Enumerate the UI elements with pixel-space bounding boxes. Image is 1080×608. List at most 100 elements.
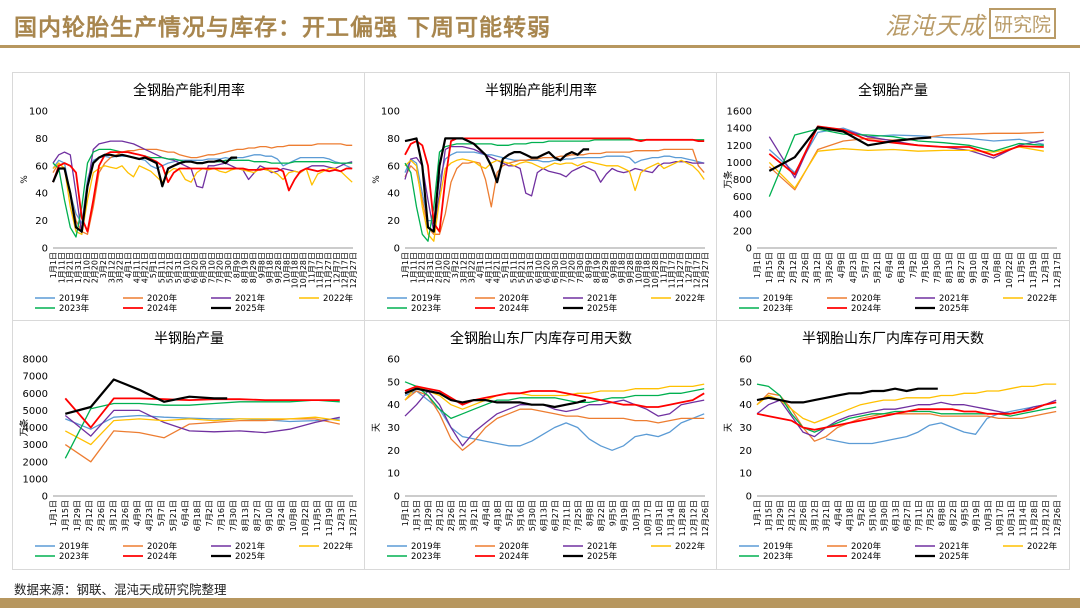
chart-2-legend-label-0: 2019年 xyxy=(411,293,442,304)
chart-5-legend-label-0: 2019年 xyxy=(411,541,442,552)
chart-1-legend-label-3: 2022年 xyxy=(323,293,354,304)
chart-3-legend-label-1: 2020年 xyxy=(851,293,882,304)
chart-3-ytick-1: 200 xyxy=(733,226,752,237)
chart-2-legend-label-6: 2025年 xyxy=(587,303,618,314)
brand-logo: 混沌天成 研究院 xyxy=(885,6,1056,40)
chart-2-legend-label-1: 2020年 xyxy=(499,293,530,304)
chart-6-ytick-2: 20 xyxy=(739,446,752,457)
chart-4-xtick-14: 7月16日 xyxy=(217,500,226,531)
chart-5-legend-label-5: 2024年 xyxy=(499,551,530,562)
chart-4-xtick-15: 7月30日 xyxy=(229,500,238,531)
chart-1-ytick-5: 100 xyxy=(29,107,48,118)
chart-6-xtick-20: 10月3日 xyxy=(984,500,993,531)
chart-5-xtick-18: 9月5日 xyxy=(609,500,618,526)
chart-1-xtick-9: 4月1日 xyxy=(124,252,133,278)
chart-1-xtick-25: 9月8日 xyxy=(257,252,266,278)
chart-2-xtick-34: 12月7日 xyxy=(684,252,693,283)
chart-6-series-2025年 xyxy=(756,387,938,404)
chart-6-ytick-3: 30 xyxy=(739,423,752,434)
chart-2-xtick-18: 6月30日 xyxy=(551,252,560,283)
chart-4-xtick-25: 12月17日 xyxy=(349,500,358,536)
chart-4-ytick-6: 6000 xyxy=(23,389,48,400)
chart-panel-3: 全钢胎产量 0 200 400 600 800 1000 1200 1400 1600 万条 1月1日… xyxy=(716,72,1070,322)
chart-4-xtick-10: 5月21日 xyxy=(169,500,178,531)
chart-3-xtick-7: 4月9日 xyxy=(837,252,846,278)
chart-3-xtick-11: 6月4日 xyxy=(885,252,894,278)
chart-svg-4: 半钢胎产量 0 1000 2000 3000 4000 5000 6000 7000 8000 万条… xyxy=(18,331,358,562)
chart-2-legend-label-3: 2022年 xyxy=(675,293,706,304)
chart-3-ytick-7: 1400 xyxy=(727,124,752,135)
chart-1-xtick-18: 6月30日 xyxy=(199,252,208,283)
chart-6-series-2024年 xyxy=(756,401,1057,431)
chart-4-xtick-21: 10月22日 xyxy=(301,500,310,536)
chart-1-xtick-16: 6月10日 xyxy=(182,252,191,283)
chart-2-xtick-32: 11月17日 xyxy=(668,252,677,288)
chart-2-xtick-3: 1月31日 xyxy=(426,252,435,283)
chart-2-xtick-25: 9月8日 xyxy=(609,252,618,278)
chart-5-series-2025年 xyxy=(404,387,587,409)
chart-3-xtick-19: 9月24日 xyxy=(981,252,990,283)
chart-6-series-2020年 xyxy=(756,392,1057,442)
brand-box: 研究院 xyxy=(988,7,1056,39)
chart-2-xtick-12: 5月1日 xyxy=(501,252,510,278)
chart-3-xtick-9: 5月7日 xyxy=(861,252,870,278)
chart-1-series-2025年 xyxy=(51,153,238,233)
chart-5-ytick-5: 50 xyxy=(387,377,400,388)
chart-2-series-2020年 xyxy=(404,148,705,235)
chart-4-xtick-9: 5月7日 xyxy=(157,500,166,526)
chart-2-xtick-19: 7月10日 xyxy=(559,252,568,283)
chart-4-ytick-0: 0 xyxy=(42,492,48,503)
chart-2-ytick-3: 60 xyxy=(387,161,400,172)
chart-4-xtick-24: 12月3日 xyxy=(337,500,346,531)
chart-2-xtick-6: 3月2日 xyxy=(451,252,460,278)
chart-2-xtick-4: 2月10日 xyxy=(434,252,443,283)
chart-6-ytick-6: 60 xyxy=(739,355,752,366)
chart-1-xtick-17: 6月20日 xyxy=(191,252,200,283)
chart-5-xtick-16: 8月8日 xyxy=(586,500,595,526)
chart-1-xtick-30: 10月28日 xyxy=(299,252,308,288)
chart-5-ytick-6: 60 xyxy=(387,355,400,366)
chart-4-ytick-3: 3000 xyxy=(23,440,48,451)
chart-5-xtick-15: 7月25日 xyxy=(574,500,583,531)
chart-2-xtick-0: 1月1日 xyxy=(401,252,410,278)
chart-3-legend-label-6: 2025年 xyxy=(939,303,970,314)
page-title: 国内轮胎生产情况与库存：开工偏强 下周可能转弱 xyxy=(14,15,552,41)
chart-4-xtick-5: 3月12日 xyxy=(109,500,118,531)
chart-3-xtick-21: 10月22日 xyxy=(1005,252,1014,288)
chart-6-xtick-11: 5月30日 xyxy=(880,500,889,531)
chart-1-xtick-2: 1月21日 xyxy=(66,252,75,283)
chart-2-xtick-16: 6月10日 xyxy=(534,252,543,283)
chart-3-ytick-5: 1000 xyxy=(727,158,752,169)
chart-5-series-2019年 xyxy=(404,390,705,451)
chart-3-series-2019年 xyxy=(768,127,1044,174)
chart-4-legend-label-5: 2024年 xyxy=(147,551,178,562)
chart-6-xtick-9: 5月2日 xyxy=(857,500,866,526)
chart-1-xtick-14: 5月21日 xyxy=(166,252,175,283)
chart-1-xtick-34: 12月7日 xyxy=(332,252,341,283)
chart-5-xtick-7: 4月4日 xyxy=(482,500,491,526)
chart-6-xtick-25: 12月12日 xyxy=(1041,500,1050,536)
chart-2-xtick-1: 1月11日 xyxy=(409,252,418,283)
chart-2-xtick-2: 1月21日 xyxy=(418,252,427,283)
chart-2-ylabel: % xyxy=(372,175,382,184)
chart-4-ytick-4: 4000 xyxy=(23,423,48,434)
chart-4-series-2024年 xyxy=(64,397,340,429)
chart-2-xtick-33: 11月27日 xyxy=(676,252,685,288)
chart-2-xtick-15: 5月31日 xyxy=(526,252,535,283)
chart-1-legend-label-0: 2019年 xyxy=(59,293,90,304)
chart-2-xtick-24: 8月29日 xyxy=(601,252,610,283)
chart-6-title: 半钢胎山东厂内库存可用天数 xyxy=(802,331,984,347)
chart-1-xtick-5: 2月20日 xyxy=(91,252,100,283)
chart-4-series-2025年 xyxy=(65,378,228,415)
chart-4-xtick-22: 11月5日 xyxy=(313,500,322,531)
chart-5-xtick-6: 3月21日 xyxy=(470,500,479,531)
chart-1-xtick-4: 2月10日 xyxy=(82,252,91,283)
chart-1-ytick-2: 40 xyxy=(35,189,48,200)
chart-3-xtick-5: 3月12日 xyxy=(813,252,822,283)
chart-svg-3: 全钢胎产量 0 200 400 600 800 1000 1200 1400 1600 万条 1月1日… xyxy=(722,82,1062,314)
chart-5-xtick-2: 1月29日 xyxy=(424,500,433,531)
chart-6-xtick-6: 3月21日 xyxy=(822,500,831,531)
chart-5-xtick-19: 9月19日 xyxy=(620,500,629,531)
header-bar: 国内轮胎生产情况与库存：开工偏强 下周可能转弱 混沌天成 研究院 xyxy=(0,0,1080,52)
chart-3-xtick-23: 11月19日 xyxy=(1029,252,1038,288)
